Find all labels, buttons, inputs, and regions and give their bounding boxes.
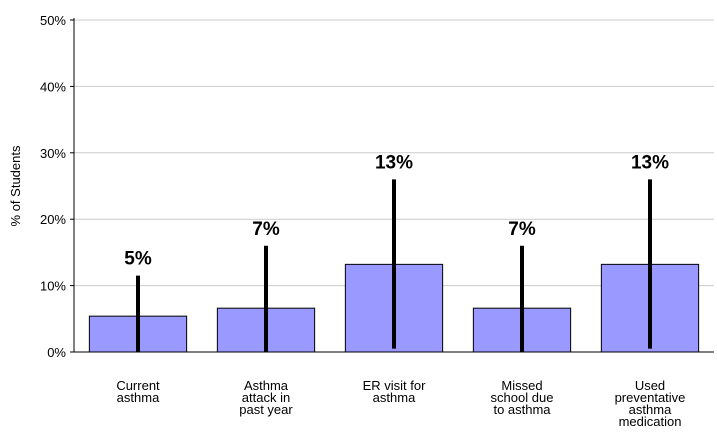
category-label: Current asthma [116,378,160,405]
data-label: 7% [508,219,536,240]
category-label: ER visit for asthma [363,378,427,405]
data-label: 5% [124,249,152,270]
bars [88,179,700,353]
y-tick-label: 40% [40,79,66,94]
labels: 0% 10% 20% 30% 40% 50% 5% Current asthma 7% Asthma… [40,13,685,429]
y-axis-title: % of Students [8,145,23,226]
category-label: Asthma attack in past year [239,378,293,417]
category-label: Used preventative asthma medication [615,378,686,429]
y-tick-label: 50% [40,13,66,28]
y-tick-label: 20% [40,212,66,227]
axes [70,18,714,353]
data-label: 13% [631,152,669,173]
y-tick-label: 30% [40,146,66,161]
data-label: 7% [252,219,280,240]
category-label: Missed school due to asthma [491,378,554,417]
y-tick-label: 10% [40,279,66,294]
y-tick-label: 0% [47,345,66,360]
data-label: 13% [375,152,413,173]
